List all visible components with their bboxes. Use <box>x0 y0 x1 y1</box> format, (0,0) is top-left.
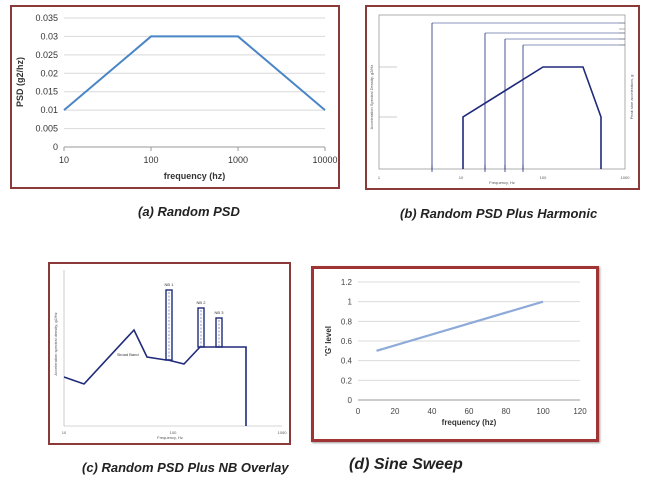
annotation-nb3: NB 3 <box>215 310 225 315</box>
y-axis-title: 'G' level <box>324 326 333 356</box>
x-tick-label: 100 <box>143 155 158 165</box>
series-line <box>63 35 326 111</box>
x-tick-label: 80 <box>502 407 511 416</box>
annotation-nb2: NB 2 <box>197 300 207 305</box>
x-tick-label: 1000 <box>278 430 288 435</box>
y-tick-label: 0.035 <box>35 13 58 23</box>
y-tick-label: 0.6 <box>341 337 353 346</box>
chart-random-psd-harmonic: 1 10 100 1000 Frequency, Hz Acceleration Spec… <box>369 14 634 185</box>
annotation-broad-band: Broad Band <box>117 352 138 357</box>
x-tick-label: 100 <box>170 430 177 435</box>
y-axis-title: Acceleration Spectral Density, g2/Hz <box>369 65 374 130</box>
y-tick-label: 0.2 <box>341 376 353 385</box>
y-tick-label: 1.2 <box>341 278 353 287</box>
x-tick-label: 10 <box>459 175 464 180</box>
x-tick-label: 0 <box>356 407 361 416</box>
x-tick-label: 20 <box>391 407 400 416</box>
plot-frame <box>378 14 626 170</box>
panel-random-psd: 0 0.005 0.01 0.015 0.02 0.025 0.03 0.035 10 100 10… <box>10 5 340 189</box>
x-tick-label: 1000 <box>621 175 631 180</box>
y-tick-label: 0.005 <box>35 124 58 134</box>
annotation-nb1: NB 1 <box>165 282 175 287</box>
y-tick-label: 0.01 <box>40 105 58 115</box>
y-axis-title: PSD (g2/hz) <box>15 57 25 107</box>
caption-random-psd-harmonic: (b) Random PSD Plus Harmonic <box>400 206 598 221</box>
x-tick-label: 1000 <box>228 155 248 165</box>
x-axis-title: Frequency, Hz <box>489 180 515 185</box>
x-tick-label: 10000 <box>312 155 337 165</box>
y-tick-label: 0.025 <box>35 50 58 60</box>
x-tick-label: 1 <box>378 175 381 180</box>
series-line <box>376 300 544 352</box>
caption-random-psd: (a) Random PSD <box>138 204 240 219</box>
x-axis-title: frequency (hz) <box>164 171 226 181</box>
y-tick-label: 0.8 <box>341 317 353 326</box>
y-tick-label: 0.015 <box>35 87 58 97</box>
panel-sine-sweep: 0 0.2 0.4 0.6 0.8 1 1.2 0 20 40 60 80 100 120 frequenc… <box>311 266 599 442</box>
caption-sine-sweep: (d) Sine Sweep <box>349 456 463 473</box>
x-tick-label: 100 <box>540 175 547 180</box>
y-tick-label: 0 <box>348 396 353 405</box>
y-tick-label: 0.4 <box>341 357 353 366</box>
y-tick-label: 1 <box>348 298 353 307</box>
panel-random-psd-nb-overlay: NB 1 NB 2 NB 3 Broad Band 10 100 1000 Frequency… <box>48 262 291 445</box>
psd-profile <box>462 66 602 169</box>
x-tick-label: 10 <box>62 430 67 435</box>
chart-random-psd: 0 0.005 0.01 0.015 0.02 0.025 0.03 0.035 10 100 10… <box>15 13 338 181</box>
x-tick-label: 10 <box>59 155 69 165</box>
x-tick-label: 40 <box>428 407 437 416</box>
panel-random-psd-harmonic: 1 10 100 1000 Frequency, Hz Acceleration Spec… <box>365 5 640 190</box>
x-tick-label: 120 <box>573 407 587 416</box>
y-tick-label: 0 <box>53 142 58 152</box>
x-axis-title: Frequency, Hz <box>157 435 183 440</box>
chart-random-psd-nb-overlay: NB 1 NB 2 NB 3 Broad Band 10 100 1000 Frequency… <box>53 270 288 440</box>
chart-sine-sweep: 0 0.2 0.4 0.6 0.8 1 1.2 0 20 40 60 80 100 120 frequenc… <box>324 278 587 427</box>
y-tick-label: 0.02 <box>40 68 58 78</box>
nb-overlay-box <box>215 317 223 348</box>
x-axis-title: frequency (hz) <box>442 418 497 427</box>
y-tick-label: 0.03 <box>40 31 58 41</box>
y-axis-title: Acceleration spectral density, g2/Hz <box>53 312 58 375</box>
caption-random-psd-nb-overlay: (c) Random PSD Plus NB Overlay <box>82 460 289 475</box>
x-tick-label: 100 <box>536 407 550 416</box>
psd-profile <box>63 328 247 426</box>
y2-axis-title: Peak sine acceleration, g <box>629 75 634 120</box>
x-tick-label: 60 <box>465 407 474 416</box>
